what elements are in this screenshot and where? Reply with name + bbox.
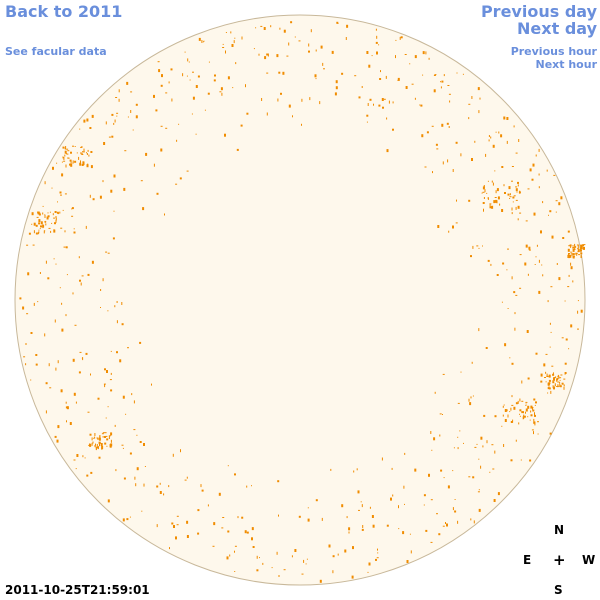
compass-north-label: N [554,523,565,537]
compass-south-label: S [554,583,563,597]
next-hour-link[interactable]: Next hour [535,58,598,71]
previous-hour-link[interactable]: Previous hour [510,45,597,58]
faculae-layer [19,21,586,583]
next-day-link[interactable]: Next day [517,19,597,38]
compass-east-label: E [523,553,532,567]
compass-west-label: W [582,553,596,567]
solar-disk [14,14,586,586]
back-to-year-link[interactable]: Back to 2011 [5,2,123,21]
previous-day-link[interactable]: Previous day [480,2,597,21]
facular-data-link[interactable]: See facular data [5,45,107,58]
compass-center-icon: + [553,551,566,569]
observation-timestamp: 2011-10-25T21:59:01 [5,583,150,597]
